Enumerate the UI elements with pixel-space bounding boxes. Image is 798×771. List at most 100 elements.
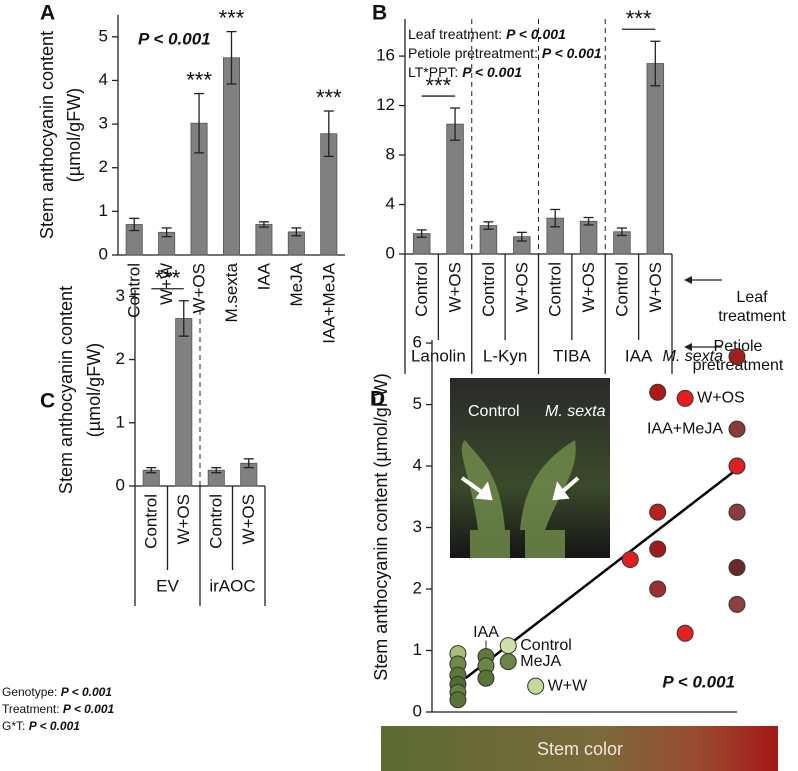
y-tick-label: 2 [99, 157, 108, 176]
stat-annotation: Treatment: P < 0.001 [2, 702, 115, 716]
bar [175, 318, 193, 487]
scatter-point [499, 653, 517, 671]
stat-value: P < 0.001 [63, 702, 115, 716]
stat-annotation: Genotype: P < 0.001 [2, 685, 112, 699]
stat-label: Genotype: [2, 685, 57, 699]
bar [222, 57, 241, 256]
point-label: Control [520, 637, 572, 654]
row-label: Petiole [714, 338, 763, 355]
point-label: W+W [548, 677, 588, 694]
stat-annotation: Petiole pretreatment: P < 0.001 [408, 45, 602, 61]
scatter-point [728, 595, 746, 613]
x-tick-label: W+OS [190, 263, 209, 314]
stat-annotation: G*T: P < 0.001 [2, 719, 80, 733]
x-axis-label: Stem color [537, 739, 623, 759]
y-tick-label: 4 [413, 456, 422, 475]
inset-arrow [460, 476, 493, 501]
inset-arrow [552, 476, 580, 501]
scatter-point [449, 691, 467, 709]
row-label: Leaf [736, 289, 768, 306]
panel-letter: B [372, 2, 387, 25]
plant [461, 440, 576, 558]
arrow-head [684, 343, 692, 351]
stat-label: G*T: [2, 719, 25, 733]
stat-value: P < 0.001 [506, 26, 566, 42]
row-label: pretreatment [693, 357, 784, 374]
x-tick-label: IAA [254, 262, 273, 290]
x-tick-label: W+OS [174, 494, 193, 545]
stat-value: P < 0.001 [61, 685, 113, 699]
y-axis-label: Stem anthocyanin content [37, 31, 57, 239]
inset-label: Control [468, 403, 520, 420]
scatter-point [649, 580, 667, 598]
y-axis-label: Stem anthocyanin content [56, 286, 76, 494]
scatter-point [649, 383, 667, 401]
y-tick-label: 3 [99, 114, 108, 133]
stat-label: Leaf treatment: [408, 26, 502, 42]
significance-label: *** [219, 5, 245, 30]
stat-annotation: P < 0.001 [138, 29, 211, 48]
x-tick-label: MeJA [287, 262, 306, 306]
y-tick-label: 3 [116, 286, 125, 305]
scatter-point [499, 637, 517, 655]
point-label: MeJA [520, 653, 561, 670]
panel-letter: D [370, 388, 385, 411]
y-axis-label: (µmol/gFW) [64, 88, 84, 182]
y-tick-label: 4 [99, 70, 108, 89]
significance-label: *** [426, 73, 452, 98]
stat-value: P < 0.001 [462, 64, 522, 80]
scatter-point [477, 669, 495, 687]
scatter-point [649, 540, 667, 558]
y-tick-label: 12 [376, 95, 395, 114]
scatter-point [649, 503, 667, 521]
significance-label: *** [186, 67, 212, 92]
panel-letter: C [40, 390, 55, 413]
stem-color-bar [381, 726, 778, 771]
y-tick-label: 0 [116, 475, 125, 494]
x-tick-label: Control [125, 263, 144, 318]
y-tick-label: 8 [386, 145, 395, 164]
scatter-point [676, 624, 694, 642]
group-label: EV [156, 576, 179, 595]
group-label: Lanolin [411, 346, 466, 365]
x-tick-label: W+OS [646, 262, 665, 313]
x-tick-label: W+OS [579, 262, 598, 313]
y-tick-label: 5 [99, 26, 108, 45]
bar [646, 63, 665, 255]
significance-label: *** [626, 6, 652, 31]
group-label: TIBA [553, 346, 591, 365]
stat-annotation: P < 0.001 [662, 672, 735, 691]
group-label: L-Kyn [483, 346, 527, 365]
x-tick-label: W+OS [512, 262, 531, 313]
stat-value: P < 0.001 [542, 45, 602, 61]
stat-label: Treatment: [2, 702, 60, 716]
y-tick-label: 0 [413, 701, 422, 720]
x-tick-label: IAA+MeJA [319, 262, 338, 343]
x-tick-label: Control [412, 262, 431, 317]
point-label: IAA [473, 624, 499, 641]
point-label: M. sexta [663, 348, 724, 365]
inset-label: M. sexta [545, 403, 606, 420]
y-tick-label: 0 [99, 244, 108, 263]
arrow-head [684, 276, 692, 284]
x-tick-label: W+OS [239, 494, 258, 545]
x-tick-label: Control [479, 262, 498, 317]
scatter-point [728, 457, 746, 475]
scatter-point [676, 389, 694, 407]
y-tick-label: 1 [413, 640, 422, 659]
x-tick-label: W+OS [446, 262, 465, 313]
x-tick-label: Control [207, 494, 226, 549]
scatter-point [728, 420, 746, 438]
stat-label: LT*PPT: [408, 64, 458, 80]
significance-label: *** [316, 85, 342, 110]
bar [255, 224, 273, 256]
y-tick-label: 3 [413, 517, 422, 536]
point-label: IAA+MeJA [647, 420, 723, 437]
row-label: treatment [718, 308, 786, 325]
y-tick-label: 0 [386, 243, 395, 262]
scatter-point [728, 559, 746, 577]
group-label: IAA [625, 346, 653, 365]
stat-annotation: Leaf treatment: P < 0.001 [408, 26, 566, 42]
y-tick-label: 16 [376, 46, 395, 65]
